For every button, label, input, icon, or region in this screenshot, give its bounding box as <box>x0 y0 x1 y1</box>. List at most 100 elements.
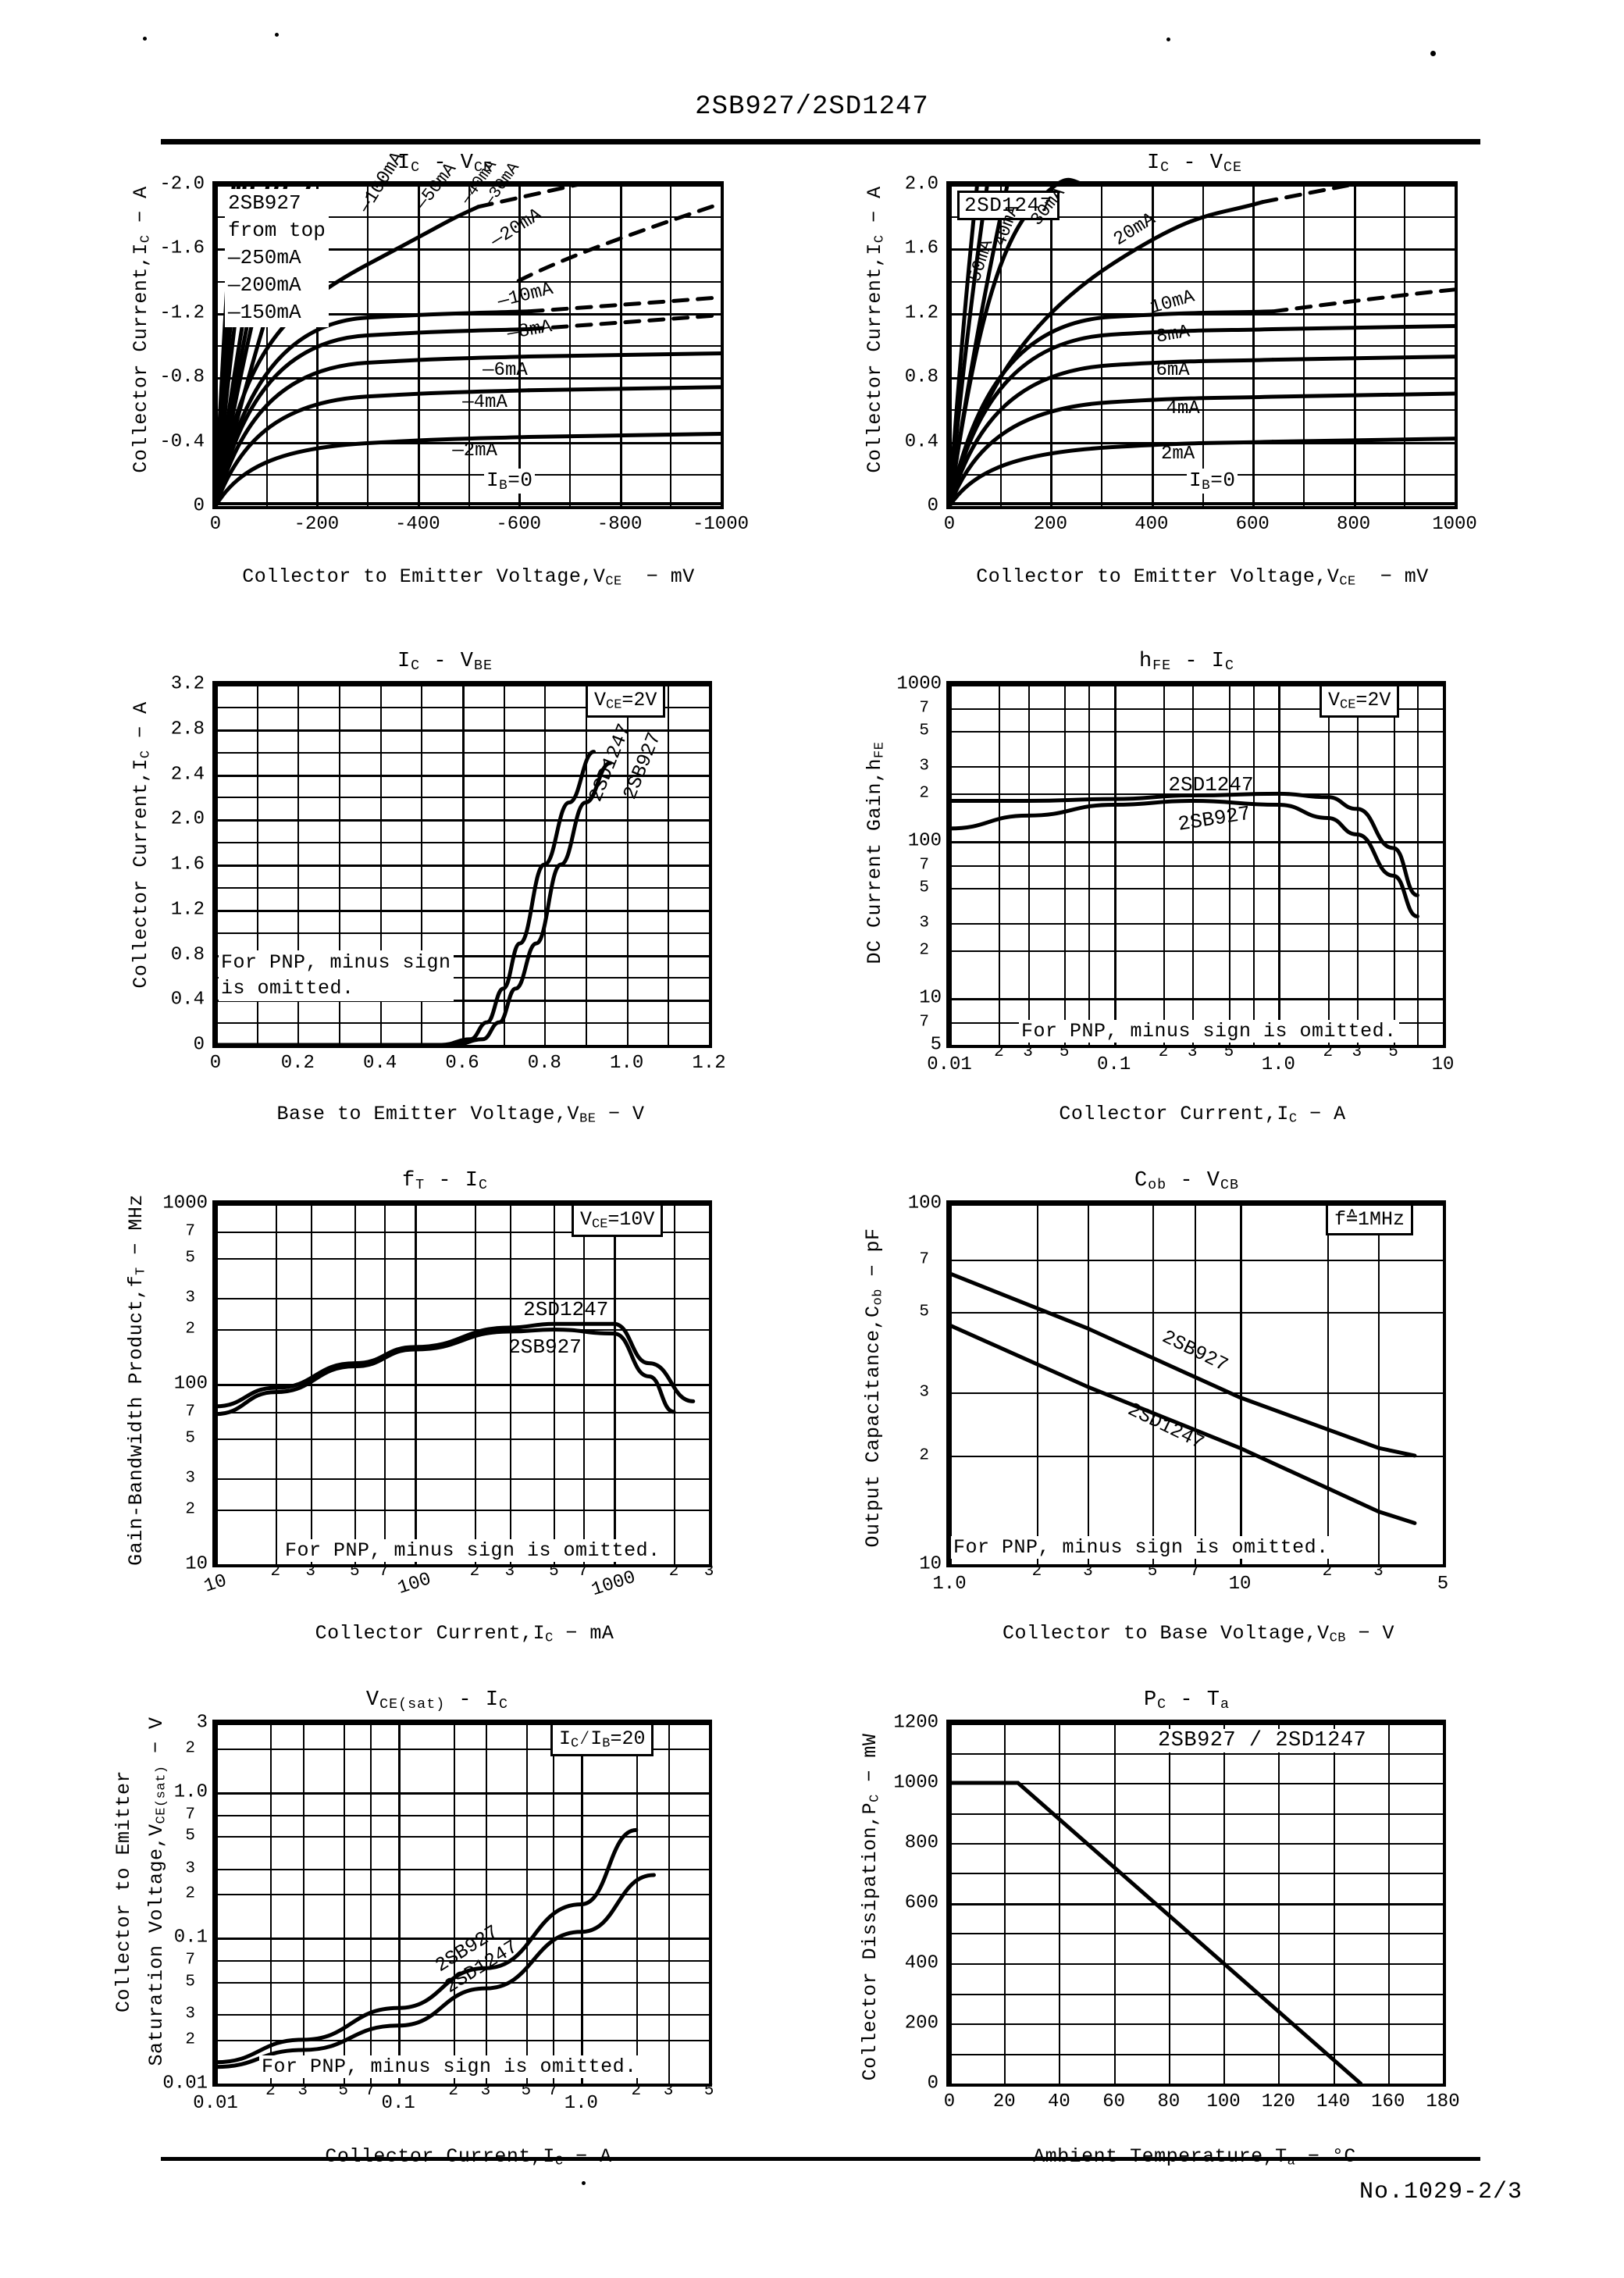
gridline-horizontal <box>215 1510 709 1511</box>
x-tick-label: -400 <box>394 514 440 535</box>
gridline-vertical <box>370 1723 372 2084</box>
y-axis-caption-line2: Saturation Voltage,VCE(sat) − V <box>145 1717 169 2066</box>
gridline-vertical <box>1455 184 1457 506</box>
gridline-vertical <box>668 1723 670 2084</box>
gridline-vertical <box>344 1723 345 2084</box>
y-tick-label: 3 <box>185 2005 195 2023</box>
data-curve <box>947 326 1275 508</box>
data-curve <box>1260 182 1356 205</box>
y-tick-label: 2 <box>185 2030 195 2049</box>
x-tick-label: 5 <box>1223 1043 1234 1061</box>
data-curve <box>213 1873 657 2069</box>
data-curve <box>213 1827 639 2065</box>
data-curve <box>213 388 531 508</box>
y-tick-label: 5 <box>185 1973 195 1991</box>
gridline-horizontal <box>949 1564 1443 1567</box>
y-tick-label: 2 <box>919 784 929 803</box>
gridline-horizontal <box>949 923 1443 925</box>
x-tick-label: 3 <box>1023 1043 1033 1061</box>
y-tick-label: 7 <box>185 1222 195 1241</box>
x-tick-label: 2 <box>1323 1043 1334 1061</box>
y-tick-label: 5 <box>185 1827 195 1845</box>
y-tick-label: 1.2 <box>170 899 205 921</box>
gridline-vertical <box>526 1723 528 2084</box>
gridline-horizontal <box>949 998 1443 1000</box>
gridline-horizontal <box>215 1723 709 1725</box>
y-tick-label: 200 <box>904 2012 938 2034</box>
y-axis-caption: DC Current Gain,hFE <box>864 741 888 964</box>
gridline-vertical <box>486 1723 487 2084</box>
condition-ib-zero: IB=0 <box>484 469 536 494</box>
data-curve <box>526 295 723 314</box>
gridline-horizontal <box>215 684 709 686</box>
x-tick-label: 1.0 <box>610 1053 644 1074</box>
gridline-horizontal <box>215 184 721 187</box>
gridline-horizontal <box>215 2040 709 2041</box>
x-tick-label: -200 <box>294 514 340 535</box>
x-tick-label: 5 <box>549 1563 559 1581</box>
data-curve <box>947 182 990 508</box>
data-curve <box>1270 355 1457 362</box>
gridline-vertical <box>1394 684 1395 1045</box>
gridline-horizontal <box>215 1815 709 1816</box>
y-tick-label: 7 <box>185 1403 195 1421</box>
y-tick-label: 1000 <box>893 1772 938 1794</box>
gridline-horizontal <box>215 506 721 508</box>
gridline-horizontal <box>949 1873 1443 1874</box>
x-axis-caption: Collector Current,IC − mA <box>315 1622 614 1646</box>
x-tick-label: 5 <box>338 2082 348 2100</box>
gridline-vertical <box>949 1203 952 1564</box>
x-tick-label: 3 <box>297 2082 308 2100</box>
data-curve <box>947 200 1265 508</box>
y-tick-label: 1.0 <box>173 1781 208 1803</box>
data-curve <box>1270 323 1457 331</box>
gridline-vertical <box>454 1723 455 2084</box>
data-curve <box>947 394 1275 508</box>
gridline-vertical <box>1240 1203 1242 1564</box>
y-axis-caption: Collector Dissipation,PC − mW <box>859 1733 883 2081</box>
y-tick-label: 10 <box>185 1553 208 1575</box>
x-tick-label: 0 <box>943 514 956 535</box>
gridline-horizontal <box>215 1258 709 1260</box>
chart-pc-ta: PC - Ta Collector Dissipation,PC − mW Am… <box>851 1688 1538 2219</box>
gridline-vertical <box>1417 684 1419 1045</box>
gridline-vertical <box>636 1723 638 2084</box>
gridline-horizontal <box>215 707 709 708</box>
x-tick-label: 1.2 <box>692 1053 726 1074</box>
y-tick-label: 0 <box>193 1034 205 1056</box>
data-curve <box>947 799 1419 918</box>
data-curve <box>475 182 582 209</box>
x-tick-label: 7 <box>1190 1563 1200 1581</box>
plot-area <box>946 177 1458 509</box>
data-curve <box>526 385 723 393</box>
x-tick-label: 0.01 <box>927 1054 972 1075</box>
gridline-horizontal <box>215 248 721 251</box>
gridline-horizontal <box>215 910 709 912</box>
x-tick-label: -800 <box>597 514 643 535</box>
registration-mark-bm <box>582 2181 586 2185</box>
y-tick-label: -0.8 <box>159 366 205 388</box>
x-tick-label: 0.4 <box>363 1053 397 1074</box>
gridline-horizontal <box>215 2084 709 2086</box>
y-tick-label: 5 <box>185 1429 195 1448</box>
gridline-horizontal <box>215 1938 709 1940</box>
y-tick-label: 400 <box>904 1952 938 1974</box>
gridline-vertical <box>398 1723 401 2084</box>
x-tick-label: 40 <box>1048 2091 1070 2112</box>
x-tick-label: 60 <box>1102 2091 1126 2112</box>
gridline-horizontal <box>215 977 709 979</box>
y-tick-label: 3 <box>185 1859 195 1877</box>
y-tick-label: 7 <box>919 856 929 875</box>
gridline-vertical <box>709 684 711 1045</box>
x-axis-caption: Collector Current,IC − A <box>325 2145 611 2169</box>
registration-mark-tl <box>143 37 147 41</box>
gridline-horizontal <box>215 1000 709 1002</box>
gridline-horizontal <box>215 752 709 754</box>
gridline-horizontal <box>949 950 1443 952</box>
gridline-vertical <box>709 1203 710 1564</box>
gridline-horizontal <box>949 1994 1443 1995</box>
x-tick-label: 20 <box>992 2091 1016 2112</box>
y-tick-label: 3 <box>185 1469 195 1488</box>
gridline-horizontal <box>949 2054 1443 2055</box>
gridline-vertical <box>999 684 1000 1045</box>
